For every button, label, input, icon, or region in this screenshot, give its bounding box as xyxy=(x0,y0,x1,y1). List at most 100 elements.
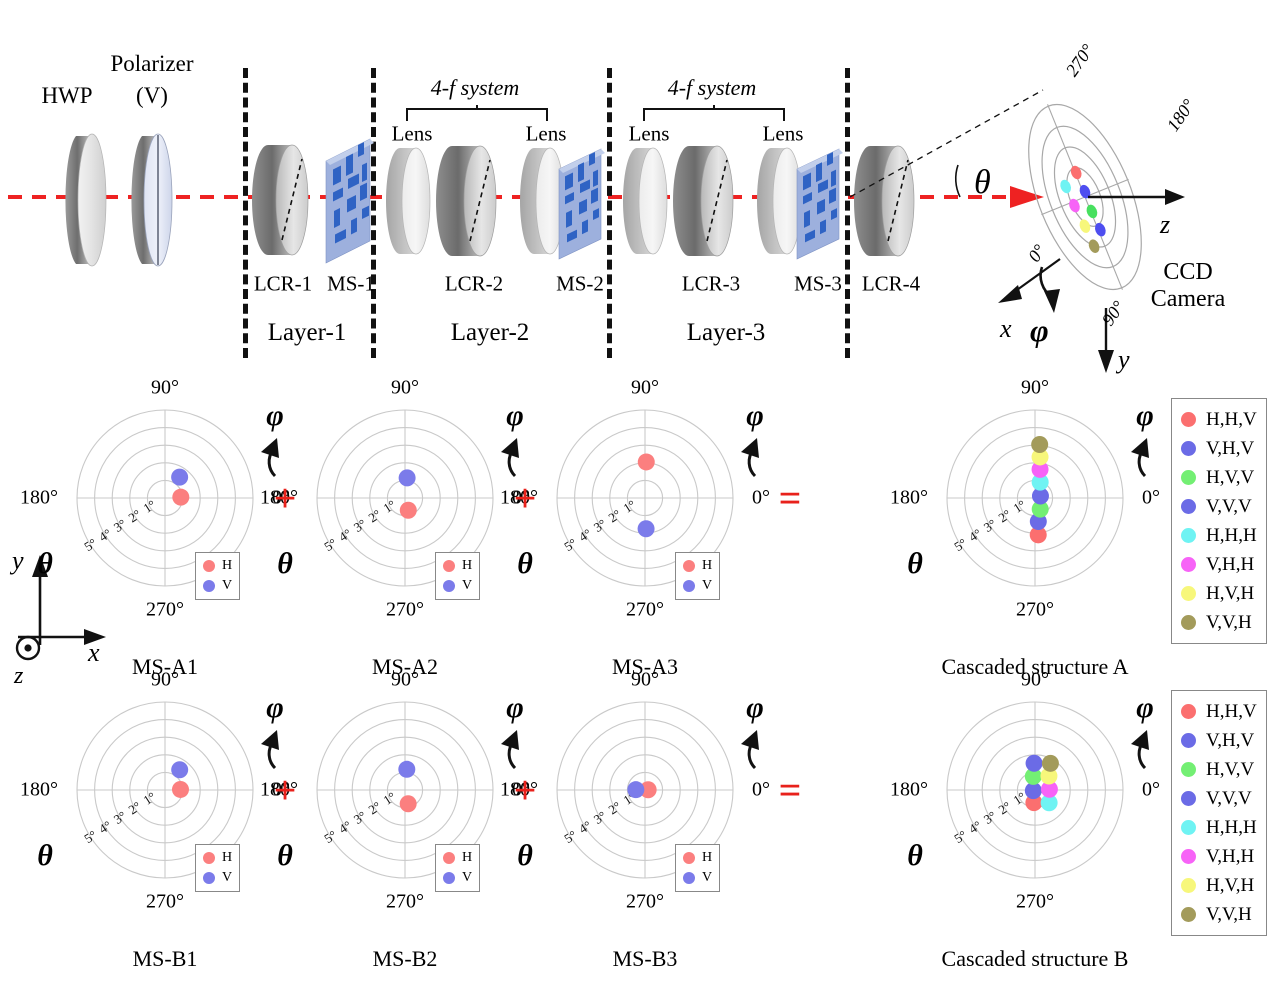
legend-item: V,V,H xyxy=(1176,608,1262,637)
fourf-text: 4-f system xyxy=(430,75,520,100)
radial-tick-label: 2° xyxy=(366,798,384,817)
layer-divider-3 xyxy=(607,68,612,358)
legend-swatch-H xyxy=(683,852,695,864)
lens-label-3a: Lens xyxy=(628,121,670,146)
radial-tick-label: 2° xyxy=(996,506,1014,525)
radial-tick-label: 3° xyxy=(591,516,609,535)
angle-label-0: 0° xyxy=(1142,778,1160,801)
cone-spots xyxy=(1060,165,1106,253)
angle-label-180: 180° xyxy=(500,778,538,801)
radial-tick-label: 5° xyxy=(561,535,579,554)
legend-item: V xyxy=(198,576,237,596)
legend-swatch xyxy=(1181,820,1196,835)
legend-item: H,H,H xyxy=(1176,813,1262,842)
angle-label-270: 270° xyxy=(386,890,424,913)
legend-label: H,V,H xyxy=(1206,583,1255,604)
svg-text:φ: φ xyxy=(1030,312,1049,348)
legend-label: V xyxy=(462,870,473,885)
data-point-VVH xyxy=(1041,754,1059,772)
theta-symbol: θ xyxy=(37,839,53,872)
data-point-HHV xyxy=(1029,526,1047,544)
legend-item: H,H,H xyxy=(1176,521,1262,550)
legend-swatch xyxy=(1181,791,1196,806)
legend-label: H xyxy=(222,558,233,573)
lens-label-2b: Lens xyxy=(525,121,567,146)
plot-title-ms-b2: MS-B2 xyxy=(372,946,438,971)
legend-swatch-V xyxy=(443,580,455,592)
legend-item: V,H,H xyxy=(1176,842,1262,871)
angle-label-0: 0° xyxy=(1142,486,1160,509)
lcr-4-element xyxy=(854,145,915,257)
legend-swatch-V xyxy=(683,872,695,884)
legend-item: V,V,H xyxy=(1176,900,1262,929)
polar-plot-ms-b3: 1° 2° 3° 4° 5° 90° 270° 180° 0° θ φ MS-B3 H V xyxy=(447,592,843,988)
ms-2-label: MS-2 xyxy=(556,271,604,296)
legend-label: H xyxy=(462,850,473,865)
phi-rotation-arrow xyxy=(1131,730,1149,770)
legend-swatch-H xyxy=(443,560,455,572)
radial-tick-label: 2° xyxy=(606,798,624,817)
angle-label-180: 180° xyxy=(260,778,298,801)
polarizer-label: Polarizer xyxy=(110,51,194,76)
theta-symbol: θ xyxy=(37,547,53,580)
legend-label: H,H,H xyxy=(1206,525,1257,546)
phi-rotation-arrow xyxy=(501,438,519,478)
angle-label-0: 0° xyxy=(752,778,770,801)
legend-swatch-H xyxy=(443,852,455,864)
legend-swatch-V xyxy=(203,580,215,592)
angle-label-90: 90° xyxy=(151,668,179,691)
legend-item: H xyxy=(438,848,477,868)
legend-label: H xyxy=(462,558,473,573)
ms-2-metasurface xyxy=(558,148,605,260)
legend-label: V xyxy=(222,870,233,885)
lens-label-2a: Lens xyxy=(391,121,433,146)
legend-swatch-H xyxy=(203,560,215,572)
data-point-VVV xyxy=(1031,487,1049,505)
angle-label-90: 90° xyxy=(631,376,659,399)
phi-symbol: φ xyxy=(506,399,524,432)
theta-symbol: θ xyxy=(277,839,293,872)
polar-plot-cascaded-b: 1° 2° 3° 4° 5° 90° 270° 180° 0° θ φ Cascaded struct… xyxy=(837,592,1267,988)
legend-item: H,V,V xyxy=(1176,755,1262,784)
ms-1-metasurface xyxy=(325,138,374,264)
polar-plot-cascaded-a: 1° 2° 3° 4° 5° 90° 270° 180° 0° θ φ Cascaded struct… xyxy=(837,300,1267,696)
legend-item: V xyxy=(678,576,717,596)
legend-label: H,V,V xyxy=(1206,467,1255,488)
legend-label: H,V,V xyxy=(1206,759,1255,780)
data-point-VVV xyxy=(1025,754,1043,772)
legend-label: V xyxy=(702,870,713,885)
radial-tick-label: 5° xyxy=(321,827,339,846)
theta-symbol: θ xyxy=(517,547,533,580)
layer-divider-1 xyxy=(243,68,248,358)
legend-label: V,V,V xyxy=(1206,788,1252,809)
radial-tick-label: 5° xyxy=(951,535,969,554)
phi-rotation-arrow xyxy=(741,438,759,478)
coordinate-key: y x z xyxy=(9,546,106,689)
lens-2b-element xyxy=(520,147,565,255)
data-point-V xyxy=(398,469,416,487)
svg-text:z: z xyxy=(13,663,24,689)
fourf-label-layer3: 4-f system xyxy=(668,75,757,101)
theta-symbol: θ xyxy=(277,547,293,580)
phi-symbol: φ xyxy=(1136,399,1154,432)
angle-label-0: 0° xyxy=(512,486,530,509)
plot-title-ms-a3: MS-A3 xyxy=(611,654,678,679)
radial-tick-label: 5° xyxy=(81,535,99,554)
data-point-VHH xyxy=(1031,460,1049,478)
beam-axis xyxy=(8,186,1044,208)
angle-label-0: 0° xyxy=(272,486,290,509)
radial-tick-label: 5° xyxy=(81,827,99,846)
legend-label: V xyxy=(702,578,713,593)
legend-label: H xyxy=(702,850,713,865)
radial-tick-label: 4° xyxy=(576,526,594,545)
angle-label-270: 270° xyxy=(386,598,424,621)
layer-divider-4 xyxy=(845,68,850,358)
legend-item: V xyxy=(678,868,717,888)
radial-tick-label: 3° xyxy=(351,808,369,827)
legend-cascaded-cascaded-b: H,H,V V,H,V H,V,V V,V,V H,H,H V,H,H H,V,H V,V,H xyxy=(1171,690,1267,936)
lcr-3-label: LCR-3 xyxy=(681,271,741,296)
data-point-V xyxy=(171,468,189,486)
plot-title-ms-b1: MS-B1 xyxy=(132,946,198,971)
